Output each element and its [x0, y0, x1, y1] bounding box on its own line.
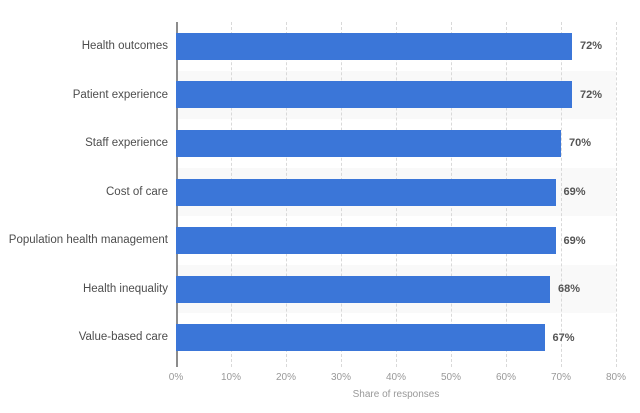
bar-row: 69% [176, 168, 616, 217]
bar[interactable] [176, 81, 572, 109]
category-label: Value-based care [78, 331, 168, 344]
bar[interactable] [176, 275, 550, 303]
bar[interactable] [176, 227, 556, 255]
bar-value-label: 70% [569, 137, 592, 150]
bar-row: 72% [176, 71, 616, 120]
category-label: Patient experience [72, 88, 168, 101]
bar-value-label: 69% [563, 234, 586, 247]
x-axis-title: Share of responses [352, 389, 440, 400]
x-tick-label: 40% [385, 372, 407, 383]
bar[interactable] [176, 32, 572, 60]
bar-row: 69% [176, 216, 616, 265]
category-label: Health inequality [82, 282, 168, 295]
category-labels: Health outcomes Patient experience Staff e… [0, 22, 168, 362]
bar-value-label: 72% [580, 88, 603, 101]
x-tick-label: 60% [495, 372, 517, 383]
category-label: Cost of care [106, 185, 168, 198]
category-label: Population health management [8, 234, 168, 247]
x-tick-labels: 0% 10% 20% 30% 40% 50% 60% 70% 80% [169, 372, 626, 386]
category-label: Health outcomes [81, 39, 168, 52]
bar-value-label: 67% [552, 331, 575, 344]
bar-row: 67% [176, 313, 616, 362]
category-label: Staff experience [85, 137, 168, 150]
bars-container: 72% 72% 70% 69% 69% 68% 67% [176, 22, 616, 362]
bar-row: 70% [176, 119, 616, 168]
x-tick-label: 20% [275, 372, 297, 383]
bar-row: 68% [176, 265, 616, 314]
x-tick-label: 0% [168, 372, 184, 383]
x-tick-label: 10% [220, 372, 242, 383]
bar[interactable] [176, 178, 556, 206]
plot-area: 72% 72% 70% 69% 69% 68% 67% [176, 22, 617, 367]
x-tick-label: 50% [440, 372, 462, 383]
bar-row: 72% [176, 22, 616, 71]
bar[interactable] [176, 129, 561, 157]
bar-value-label: 69% [563, 186, 586, 199]
gridline [561, 22, 562, 367]
bar[interactable] [176, 324, 545, 352]
x-tick-label: 70% [550, 372, 572, 383]
gridline [616, 22, 617, 367]
x-tick-label: 30% [330, 372, 352, 383]
bar-value-label: 68% [558, 283, 581, 296]
bar-value-label: 72% [580, 40, 603, 53]
x-tick-label: 80% [605, 372, 627, 383]
